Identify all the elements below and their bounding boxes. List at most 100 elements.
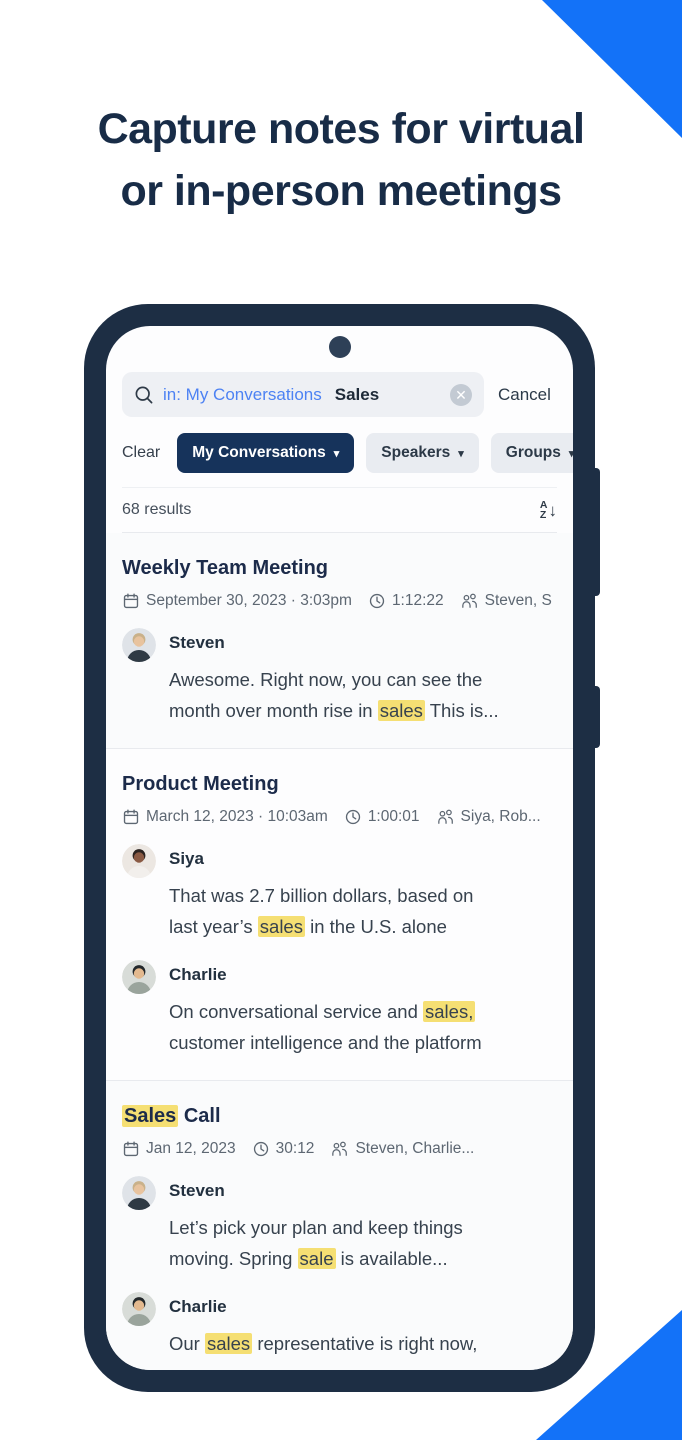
text-segment: Our <box>169 1333 205 1354</box>
search-operator: in: My Conversations <box>163 384 322 404</box>
avatar <box>122 628 156 662</box>
result-speakers-group: Steven, Charlie... <box>330 1140 474 1158</box>
results-list: Weekly Team Meeting September 30, 2023 · … <box>106 533 573 1370</box>
speaker-entry[interactable]: Charlie On conversational service and sal… <box>122 960 557 1058</box>
result-duration: 30:12 <box>275 1140 315 1157</box>
text-segment: customer intelligence and the platform <box>169 1032 482 1053</box>
people-icon <box>330 1140 349 1158</box>
avatar <box>122 960 156 994</box>
search-result: Sales Call Jan 12, 2023 30:12 Steven, Charl… <box>106 1081 573 1370</box>
result-title[interactable]: Sales Call <box>122 1105 557 1128</box>
search-query: Sales <box>334 384 380 404</box>
highlighted-term: sales <box>377 700 425 721</box>
text-segment: Awesome. Right now, you can see the mont… <box>169 669 483 721</box>
result-meta: Jan 12, 2023 30:12 Steven, Charlie... <box>122 1140 474 1158</box>
search-result: Product Meeting March 12, 2023 · 10:03am 1… <box>106 749 573 1081</box>
result-date-group: September 30, 2023 · 3:03pm <box>122 592 352 610</box>
cancel-button[interactable]: Cancel <box>498 384 551 404</box>
sort-arrow: ↓ <box>548 500 558 520</box>
sort-az-icon[interactable]: A Z ↓ <box>539 499 558 521</box>
snippet: That was 2.7 billion dollars, based on l… <box>169 880 541 942</box>
page-title: Capture notes for virtual or in-person m… <box>0 98 682 222</box>
clear-filters-button[interactable]: Clear <box>122 444 161 461</box>
speaker-entry[interactable]: Steven Awesome. Right now, you can see th… <box>122 628 557 726</box>
calendar-icon <box>122 592 140 610</box>
snippet: On conversational service and sales, cus… <box>169 996 541 1058</box>
result-duration-group: 30:12 <box>252 1140 315 1158</box>
phone-power-button <box>588 686 600 748</box>
search-bar: in: My Conversations Sales ✕ Cancel <box>122 372 557 417</box>
result-title[interactable]: Product Meeting <box>122 773 557 796</box>
filter-chip-label: Speakers <box>381 444 451 461</box>
camera-dot <box>328 336 351 358</box>
filter-chip-groups[interactable]: Groups ▾ <box>490 433 573 473</box>
result-meta: September 30, 2023 · 3:03pm 1:12:22 Steven… <box>122 592 552 610</box>
text-segment: Let’s pick your plan and keep things mov… <box>169 1217 463 1269</box>
text-segment: On conversational service and <box>169 1001 423 1022</box>
search-result: Weekly Team Meeting September 30, 2023 · … <box>106 533 573 749</box>
clock-icon <box>368 592 386 610</box>
calendar-icon <box>122 808 140 826</box>
chevron-down-icon: ▾ <box>568 447 573 460</box>
phone-mockup: in: My Conversations Sales ✕ Cancel Clea… <box>84 304 600 1392</box>
highlighted-term: Sales <box>122 1105 179 1127</box>
result-duration: 1:00:01 <box>367 808 420 825</box>
headline-line-1: Capture notes for virtual <box>97 105 585 153</box>
text-segment: This is... <box>424 700 499 721</box>
close-icon[interactable]: ✕ <box>450 383 472 406</box>
result-date-group: March 12, 2023 · 10:03am <box>122 808 328 826</box>
filter-chip-label: My Conversations <box>192 444 326 461</box>
result-meta: March 12, 2023 · 10:03am 1:00:01 Siya, Rob… <box>122 808 541 826</box>
snippet: Our sales representative is right now, <box>169 1328 541 1359</box>
speaker-name: Steven <box>169 633 225 652</box>
sort-letters: A Z <box>539 499 548 521</box>
result-duration: 1:12:22 <box>391 592 444 609</box>
search-icon <box>134 385 154 405</box>
highlighted-term: sales, <box>423 1001 476 1022</box>
result-date: March 12, 2023 · 10:03am <box>146 808 328 825</box>
chevron-down-icon: ▾ <box>458 447 464 460</box>
avatar <box>122 1292 156 1326</box>
phone-screen: in: My Conversations Sales ✕ Cancel Clea… <box>106 326 573 1370</box>
result-date-group: Jan 12, 2023 <box>122 1140 236 1158</box>
speaker-name: Charlie <box>169 1297 227 1316</box>
text-segment: is available... <box>335 1248 448 1269</box>
highlighted-term: sale <box>297 1248 336 1269</box>
text-segment: Product Meeting <box>122 773 279 795</box>
result-title[interactable]: Weekly Team Meeting <box>122 557 557 580</box>
result-speakers-group: Siya, Rob... <box>436 808 541 826</box>
result-speakers: Siya, Rob... <box>460 808 541 825</box>
result-date: Jan 12, 2023 <box>146 1140 236 1157</box>
text-segment: in the U.S. alone <box>304 916 447 937</box>
speaker-name: Siya <box>169 849 204 868</box>
speaker-entry[interactable]: Charlie Our sales representative is right… <box>122 1292 557 1359</box>
clock-icon <box>252 1140 270 1158</box>
highlighted-term: sales <box>204 1333 253 1354</box>
people-icon <box>436 808 455 826</box>
phone-volume-button <box>588 468 600 596</box>
text-segment: Weekly Team Meeting <box>122 557 328 579</box>
headline-line-2: or in-person meetings <box>120 167 562 215</box>
highlighted-term: sales <box>257 916 305 937</box>
search-input[interactable]: in: My Conversations Sales ✕ <box>122 372 484 417</box>
result-duration-group: 1:00:01 <box>344 808 420 826</box>
avatar <box>122 1176 156 1210</box>
chevron-down-icon: ▾ <box>333 447 340 460</box>
speaker-name: Charlie <box>169 965 227 984</box>
result-date: September 30, 2023 · 3:03pm <box>146 592 352 609</box>
result-speakers: Steven, S <box>484 592 552 609</box>
results-summary-row: 68 results A Z ↓ <box>122 487 557 533</box>
text-segment: representative is right now, <box>252 1333 478 1354</box>
filter-chip-my-conversations[interactable]: My Conversations ▾ <box>177 433 355 473</box>
speaker-name: Steven <box>169 1181 225 1200</box>
filter-chip-speakers[interactable]: Speakers ▾ <box>366 433 479 473</box>
filter-chip-label: Groups <box>505 444 561 461</box>
snippet: Let’s pick your plan and keep things mov… <box>169 1212 541 1274</box>
filter-chips-row: Clear My Conversations ▾ Speakers ▾ Groups ▾ <box>122 433 573 473</box>
people-icon <box>460 592 479 610</box>
result-duration-group: 1:12:22 <box>368 592 444 610</box>
result-speakers-group: Steven, S <box>460 592 552 610</box>
text-segment: Call <box>178 1105 221 1127</box>
speaker-entry[interactable]: Siya That was 2.7 billion dollars, based … <box>122 844 557 942</box>
speaker-entry[interactable]: Steven Let’s pick your plan and keep thin… <box>122 1176 557 1274</box>
